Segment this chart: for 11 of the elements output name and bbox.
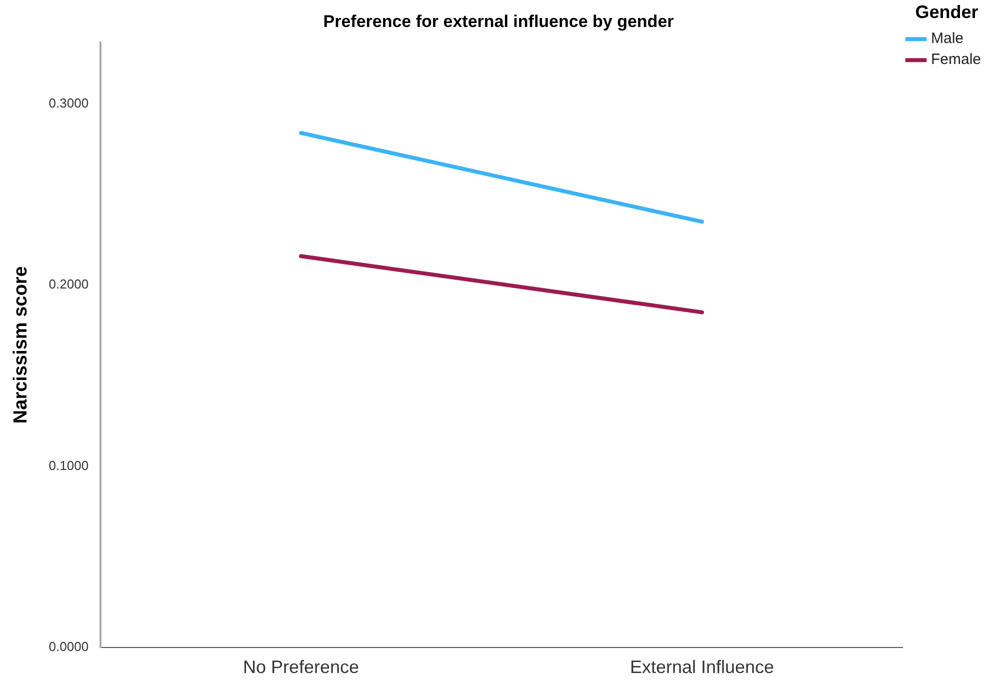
y-tick-label: 0.3000 <box>48 96 89 111</box>
y-tick-label: 0.0000 <box>48 638 89 654</box>
legend-label: Male <box>930 30 964 48</box>
x-tick-label: No Preference <box>243 657 360 678</box>
legend-label: Female <box>930 51 982 68</box>
x-tick-label: External Influence <box>630 657 774 678</box>
y-tick-label: 0.2000 <box>48 276 89 292</box>
chart-title: Preference for external influence by gender <box>323 12 674 31</box>
legend-title: Gender <box>915 2 978 22</box>
y-tick-label: 0.1000 <box>48 458 89 473</box>
y-axis-title: Narcissism score <box>10 266 32 424</box>
